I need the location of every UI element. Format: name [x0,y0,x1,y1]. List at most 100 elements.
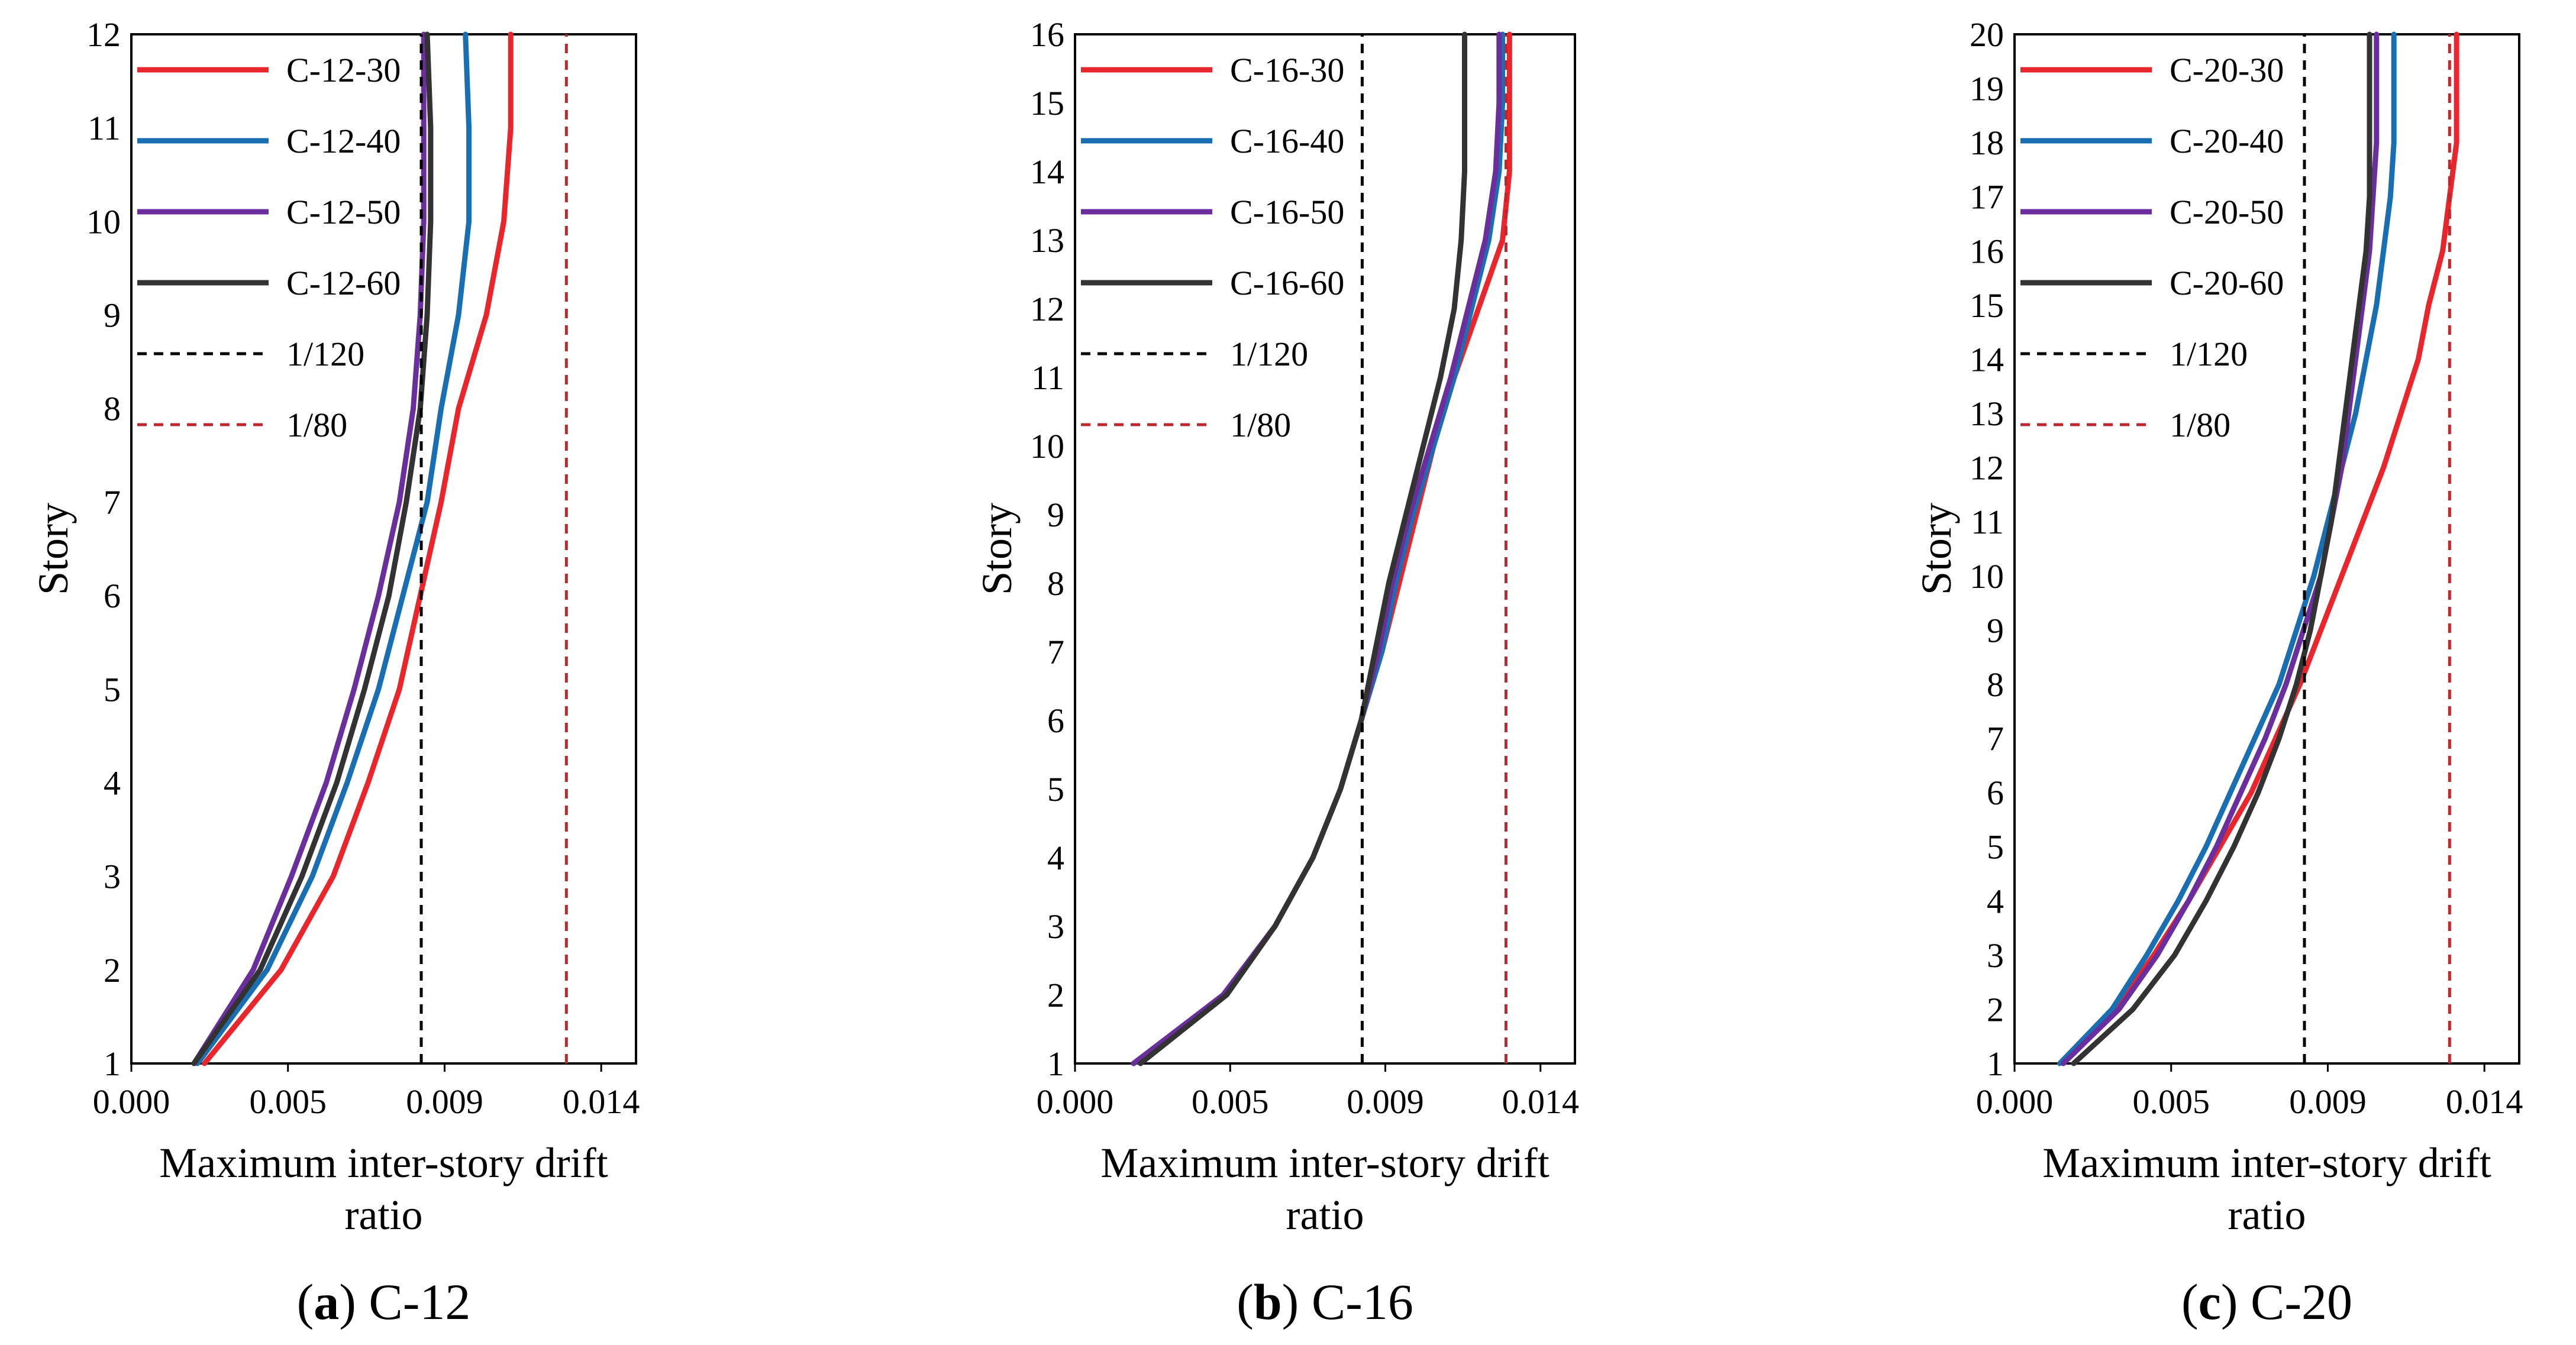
panel-caption: (a) C-12 [297,1273,471,1330]
y-tick-label: 3 [104,858,121,896]
legend: C-20-30 C-20-40 C-20-50 C-20-60 1/120 1/80 [2020,51,2284,444]
y-tick-label: 11 [1031,358,1064,397]
caption-panel-label: b [1254,1273,1282,1330]
x-tick-label: 0.009 [1347,1082,1424,1121]
caption-title: C-12 [369,1273,470,1330]
x-axis-title-line2: ratio [345,1191,423,1239]
y-tick-label: 10 [1970,557,2004,596]
y-tick-label: 9 [1987,611,2004,649]
caption-paren-open: ( [1237,1273,1254,1330]
x-tick-label: 0.000 [1976,1082,2054,1121]
y-axis-title: Story [30,503,77,595]
y-tick-label: 7 [1047,633,1064,671]
y-tick-label: 11 [1971,503,2004,541]
legend-label: 1/120 [1230,335,1308,373]
x-tick-label: 0.000 [1037,1082,1114,1121]
caption-paren-open: ( [2181,1273,2199,1330]
y-tick-label: 11 [88,109,121,147]
panel-caption: (c) C-20 [2181,1273,2352,1330]
y-tick-label: 13 [1970,395,2004,433]
y-tick-label: 4 [1987,882,2004,920]
y-tick-label: 4 [1047,839,1064,877]
y-tick-label: 14 [1030,153,1064,191]
x-tick-label: 0.005 [249,1082,327,1121]
legend-label: C-16-40 [1230,122,1344,160]
legend-label: C-12-30 [286,51,401,89]
plot-frame [2013,33,2520,1065]
series-line-c-12-30 [202,31,514,1066]
y-tick-label: 4 [104,764,121,802]
y-tick-label: 12 [1970,449,2004,487]
y-tick-label: 1 [1987,1045,2004,1083]
caption-title: C-20 [2251,1273,2352,1330]
series-line-c-20-40 [2057,31,2397,1066]
y-tick-label: 14 [1970,340,2004,379]
series-line-c-20-60 [2071,31,2372,1066]
series-line-c-16-50 [1131,31,1502,1066]
y-tick-label: 7 [1987,720,2004,758]
legend: C-12-30 C-12-40 C-12-50 C-12-60 1/120 1/80 [137,51,401,444]
series-line-c-20-50 [2060,31,2380,1066]
legend-label: 1/120 [2170,335,2248,373]
legend-label: C-20-50 [2170,193,2284,231]
caption-paren-open: ( [297,1273,314,1330]
legend-label: C-20-60 [2170,264,2284,302]
x-axis-title-line1: Maximum inter-story drift [1100,1139,1549,1186]
x-tick-label: 0.014 [563,1082,640,1121]
caption-paren-close: ) [339,1273,369,1330]
caption-panel-label: c [2199,1273,2221,1330]
series-line-c-12-60 [191,31,434,1066]
y-tick-label: 13 [1030,221,1064,260]
y-tick-label: 9 [1047,496,1064,534]
y-tick-label: 12 [86,15,121,54]
y-axis-title: Story [1913,503,1960,595]
plot-frame [130,33,637,1065]
legend-label: C-16-30 [1230,51,1344,89]
y-tick-label: 2 [1987,990,2004,1029]
x-axis-title-line1: Maximum inter-story drift [159,1139,608,1186]
y-tick-label: 16 [1970,232,2004,270]
x-axis-title-line1: Maximum inter-story drift [2042,1139,2491,1186]
caption-panel-label: a [314,1273,339,1330]
y-tick-label: 15 [1970,286,2004,325]
legend-label: C-12-50 [286,193,401,231]
legend-label: 1/80 [286,406,347,444]
legend-label: C-12-60 [286,264,401,302]
y-tick-label: 7 [104,483,121,522]
panel-caption: (b) C-16 [1237,1273,1413,1330]
x-tick-label: 0.000 [93,1082,170,1121]
y-tick-label: 5 [1047,770,1064,809]
y-tick-label: 17 [1970,178,2004,216]
series-line-c-20-30 [2060,31,2459,1066]
y-tick-label: 5 [104,670,121,709]
y-tick-label: 2 [104,951,121,990]
legend: C-16-30 C-16-40 C-16-50 C-16-60 1/120 1/80 [1081,51,1344,444]
y-tick-label: 5 [1987,828,2004,867]
y-tick-label: 15 [1030,84,1064,122]
series-line-c-12-50 [191,31,427,1066]
y-tick-label: 6 [1987,774,2004,812]
series-line-c-12-40 [195,31,472,1066]
caption-paren-close: ) [2221,1273,2251,1330]
x-tick-label: 0.014 [2446,1082,2523,1121]
y-tick-label: 2 [1047,976,1064,1014]
y-tick-label: 3 [1987,936,2004,975]
legend-label: C-16-50 [1230,193,1344,231]
y-tick-label: 8 [104,390,121,428]
x-tick-label: 0.014 [1502,1082,1579,1121]
y-tick-label: 6 [104,577,121,615]
legend-label: 1/80 [2170,406,2230,444]
legend-label: C-12-40 [286,122,401,160]
legend-label: 1/120 [286,335,364,373]
y-tick-label: 1 [104,1045,121,1083]
y-tick-label: 6 [1047,701,1064,740]
x-axis-title-line2: ratio [1286,1191,1364,1239]
legend-label: C-16-60 [1230,264,1344,302]
legend-label: C-20-40 [2170,122,2284,160]
x-tick-label: 0.005 [1192,1082,1269,1121]
x-tick-label: 0.009 [406,1082,483,1121]
